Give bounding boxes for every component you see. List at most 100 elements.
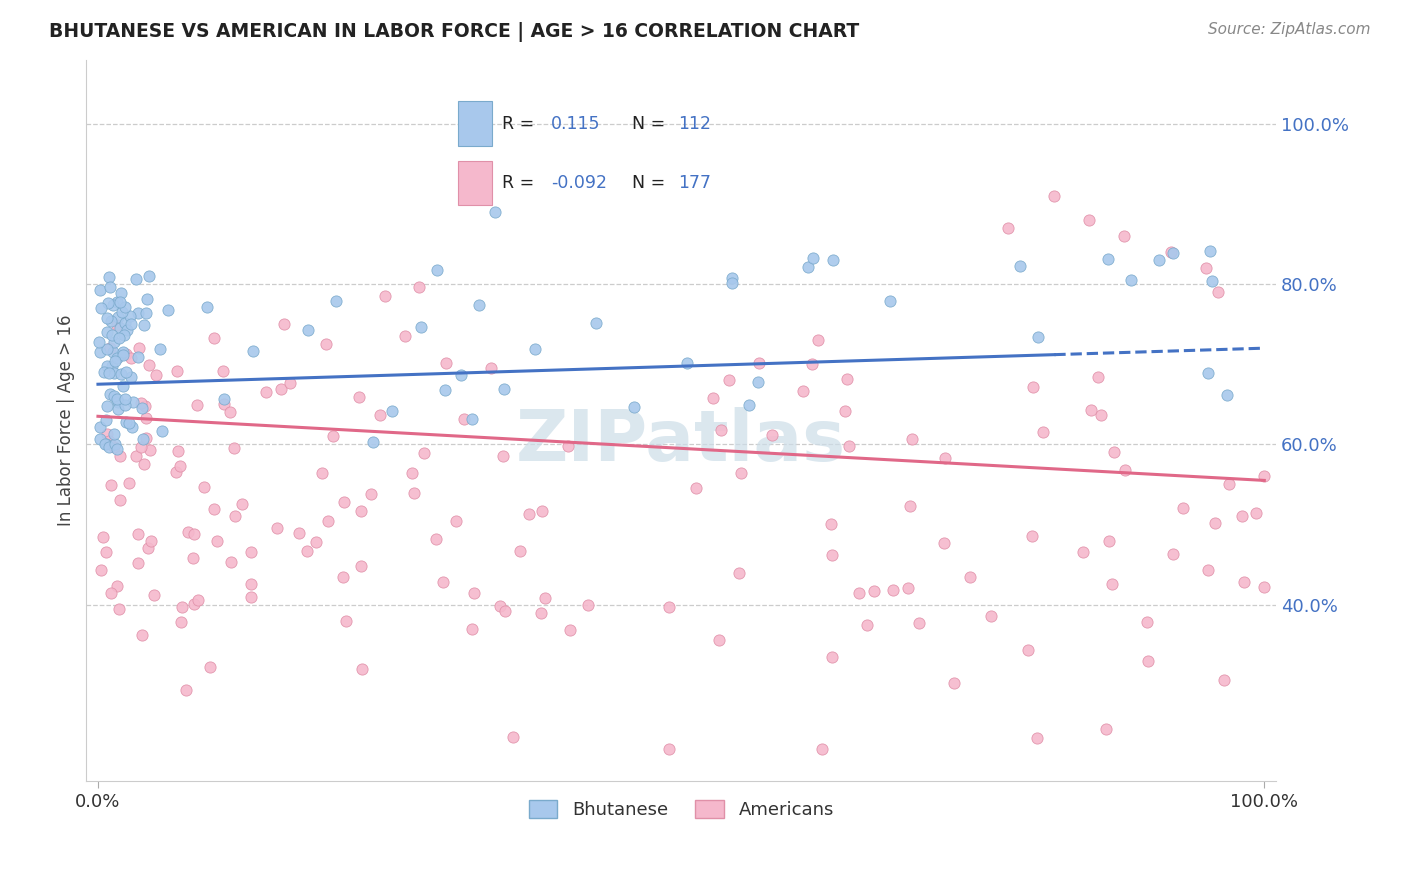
Point [101, 345, 124, 359]
Point [101, 298, 124, 312]
Point [120, 370, 142, 384]
Point [335, 614, 357, 628]
Point [1119, 272, 1142, 286]
Point [658, 599, 681, 614]
Point [98, 341, 121, 355]
Point [169, 458, 191, 473]
Point [242, 343, 264, 358]
Point [1233, 575, 1256, 590]
Point [169, 615, 191, 629]
Legend: Bhutanese, Americans: Bhutanese, Americans [522, 792, 841, 826]
Point [1244, 507, 1267, 521]
Point [115, 415, 138, 429]
Point [224, 509, 246, 524]
Point [1136, 615, 1159, 629]
Point [523, 342, 546, 356]
Point [89, 345, 111, 359]
Point [1017, 643, 1039, 657]
Point [401, 466, 423, 480]
Point [128, 341, 150, 355]
Point [322, 428, 344, 442]
Point [685, 481, 707, 495]
Point [1043, 189, 1066, 203]
Point [623, 400, 645, 414]
Point [730, 466, 752, 480]
Text: BHUTANESE VS AMERICAN IN LABOR FORCE | AGE > 16 CORRELATION CHART: BHUTANESE VS AMERICAN IN LABOR FORCE | A… [49, 22, 859, 42]
Point [1195, 260, 1218, 275]
Point [1218, 477, 1240, 491]
Point [1022, 380, 1045, 394]
Point [110, 368, 132, 382]
Point [900, 500, 922, 514]
Point [557, 439, 579, 453]
Point [165, 465, 187, 479]
Point [1206, 285, 1229, 299]
Point [138, 268, 160, 283]
Point [658, 742, 681, 756]
Point [509, 543, 531, 558]
Point [882, 582, 904, 597]
Point [350, 558, 373, 573]
Point [360, 487, 382, 501]
Point [738, 398, 761, 412]
Point [1199, 244, 1222, 258]
Point [112, 348, 135, 362]
Point [114, 365, 136, 379]
Point [479, 360, 502, 375]
Point [96, 399, 118, 413]
Point [494, 382, 516, 396]
Point [110, 304, 132, 318]
Point [837, 372, 859, 386]
Point [702, 391, 724, 405]
Point [959, 569, 981, 583]
Point [100, 314, 122, 328]
Y-axis label: In Labor Force | Age > 16: In Labor Force | Age > 16 [58, 315, 75, 526]
Point [89, 432, 111, 446]
Point [98, 279, 121, 293]
Point [127, 556, 149, 570]
Point [273, 317, 295, 331]
Point [121, 419, 143, 434]
Point [374, 289, 396, 303]
Point [212, 397, 235, 411]
Point [183, 597, 205, 611]
Point [195, 300, 218, 314]
Point [118, 475, 141, 490]
Point [177, 524, 200, 539]
Point [368, 408, 391, 422]
Point [1071, 545, 1094, 559]
Point [139, 533, 162, 548]
Point [186, 397, 208, 411]
Point [1197, 563, 1219, 577]
Point [121, 395, 143, 409]
Point [297, 543, 319, 558]
Point [461, 412, 484, 426]
Point [104, 354, 127, 368]
Point [1095, 722, 1118, 736]
Point [848, 586, 870, 600]
Point [747, 375, 769, 389]
Point [112, 379, 135, 393]
Point [1090, 408, 1112, 422]
Point [114, 300, 136, 314]
Point [219, 555, 242, 569]
Point [187, 593, 209, 607]
Point [142, 588, 165, 602]
Point [193, 480, 215, 494]
Point [214, 392, 236, 406]
Point [136, 541, 159, 555]
Point [202, 501, 225, 516]
Point [129, 396, 152, 410]
Point [1101, 576, 1123, 591]
Point [1161, 547, 1184, 561]
Point [103, 427, 125, 442]
Point [1253, 580, 1275, 594]
Point [96, 437, 118, 451]
Point [897, 581, 920, 595]
Point [943, 675, 966, 690]
Point [240, 590, 263, 604]
Point [934, 536, 956, 550]
Point [94, 437, 117, 451]
Point [810, 742, 832, 756]
Point [103, 389, 125, 403]
